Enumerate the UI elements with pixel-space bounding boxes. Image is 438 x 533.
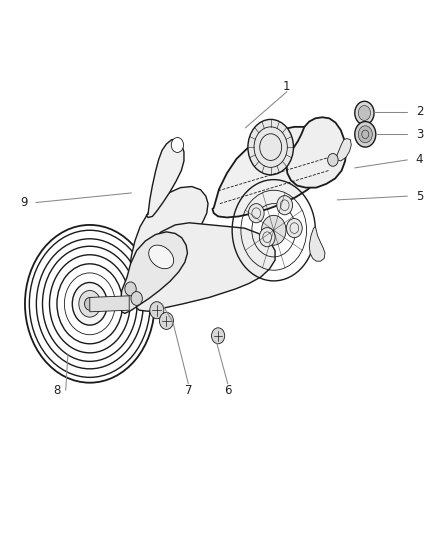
Circle shape bbox=[79, 290, 101, 317]
Circle shape bbox=[85, 297, 95, 310]
Circle shape bbox=[355, 101, 374, 125]
Polygon shape bbox=[309, 227, 325, 261]
Text: 3: 3 bbox=[416, 128, 423, 141]
Polygon shape bbox=[90, 296, 129, 312]
Text: 4: 4 bbox=[416, 154, 424, 166]
Circle shape bbox=[212, 328, 225, 344]
Circle shape bbox=[286, 219, 302, 238]
Polygon shape bbox=[286, 117, 346, 188]
Circle shape bbox=[355, 122, 376, 147]
Polygon shape bbox=[146, 140, 184, 217]
Circle shape bbox=[150, 302, 164, 319]
Circle shape bbox=[248, 204, 264, 223]
Text: 9: 9 bbox=[20, 196, 28, 209]
Circle shape bbox=[171, 138, 184, 152]
Circle shape bbox=[328, 154, 338, 166]
Circle shape bbox=[358, 126, 372, 143]
Polygon shape bbox=[212, 127, 331, 217]
Text: 7: 7 bbox=[184, 384, 192, 397]
Polygon shape bbox=[131, 223, 275, 311]
Polygon shape bbox=[131, 187, 208, 272]
Circle shape bbox=[248, 119, 293, 175]
Circle shape bbox=[125, 282, 136, 296]
Text: 5: 5 bbox=[416, 190, 423, 203]
Ellipse shape bbox=[149, 245, 173, 269]
Text: 6: 6 bbox=[224, 384, 232, 397]
Polygon shape bbox=[120, 232, 187, 313]
Text: 8: 8 bbox=[53, 384, 60, 397]
Circle shape bbox=[277, 196, 293, 215]
Circle shape bbox=[358, 106, 371, 120]
Text: 2: 2 bbox=[416, 106, 424, 118]
Text: 1: 1 bbox=[283, 80, 291, 93]
Circle shape bbox=[72, 282, 107, 325]
Polygon shape bbox=[336, 139, 351, 161]
Circle shape bbox=[159, 312, 173, 329]
Circle shape bbox=[259, 228, 275, 247]
Circle shape bbox=[261, 215, 286, 245]
Circle shape bbox=[131, 292, 142, 305]
